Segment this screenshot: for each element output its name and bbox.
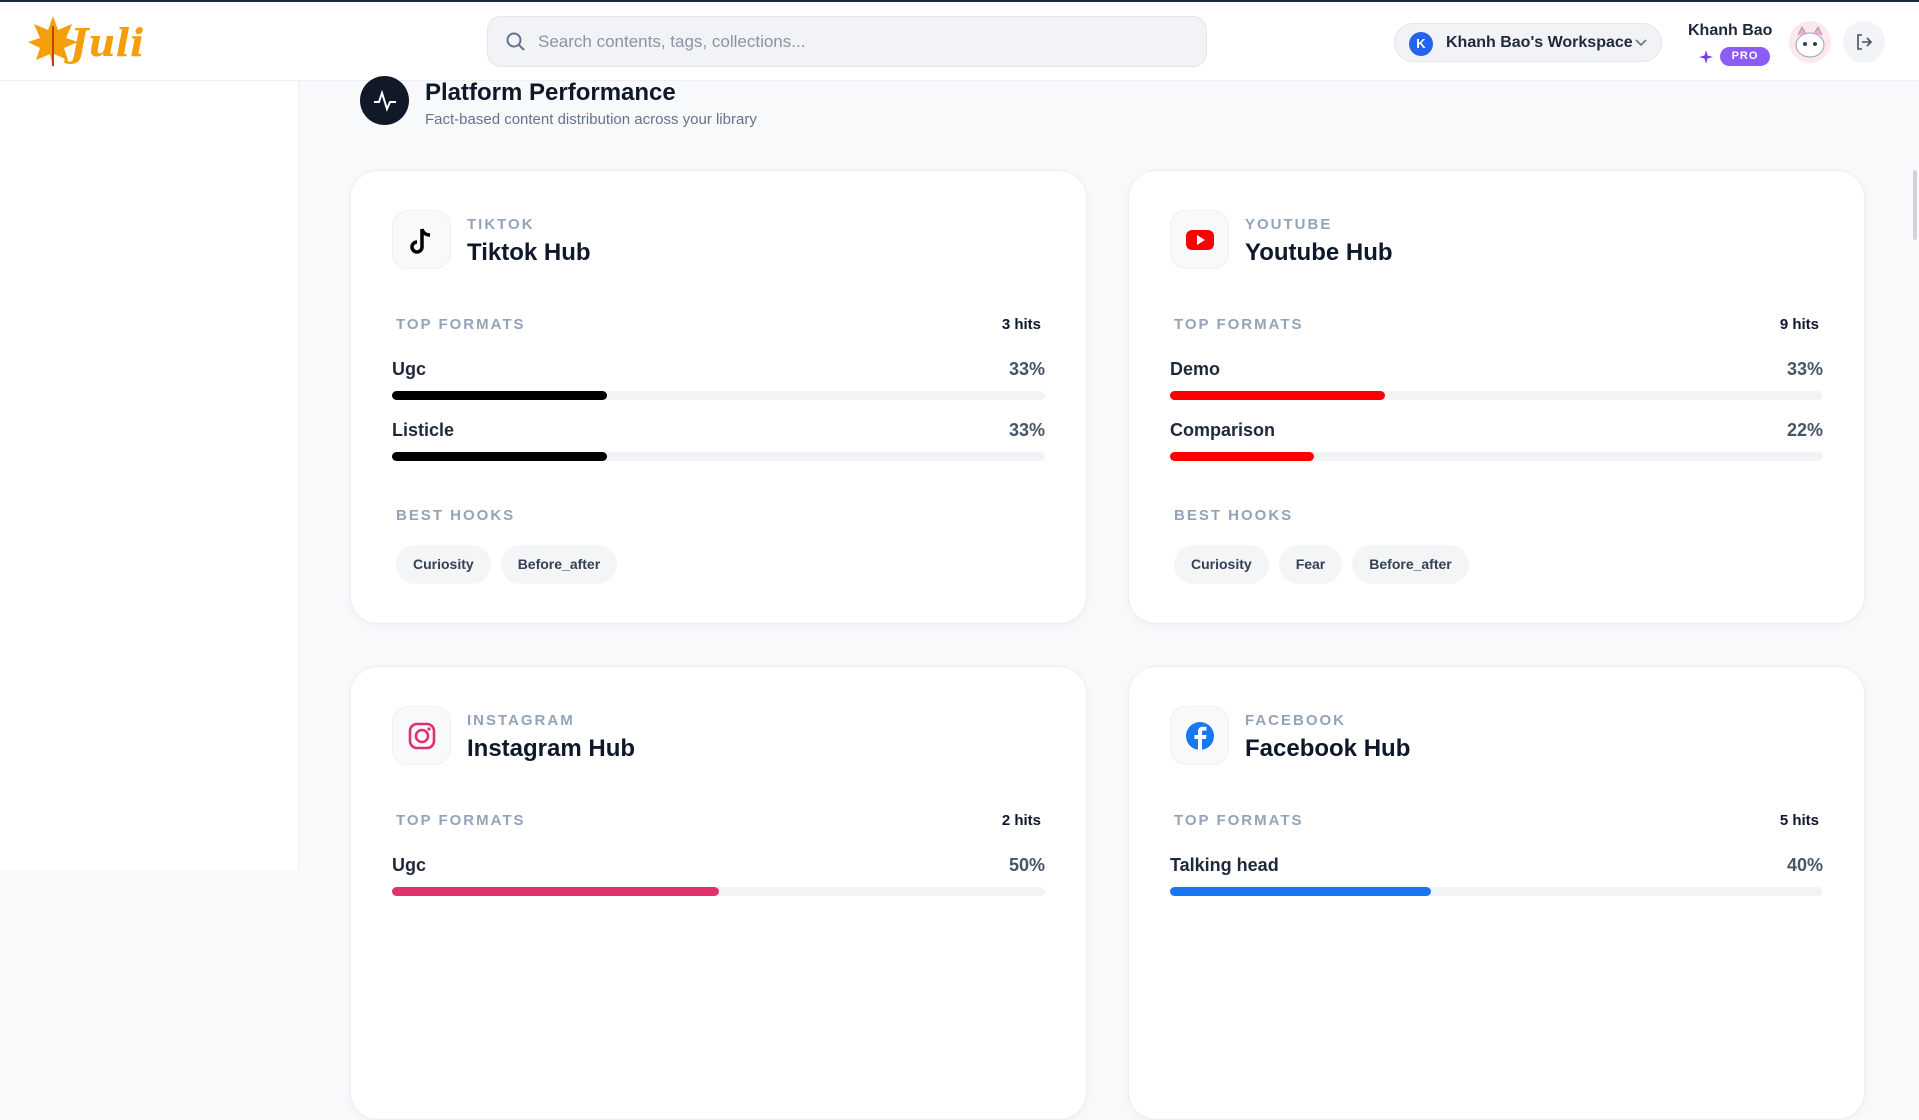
avatar-art: [1795, 25, 1825, 58]
format-share: 22%: [1786, 420, 1823, 440]
logo-leaf: [28, 16, 78, 68]
hooks-label: BEST HOOKS: [1174, 507, 1294, 524]
logout-button[interactable]: [1843, 21, 1885, 63]
brand-logo: [408, 722, 436, 750]
hook-chip: Fear: [1278, 545, 1343, 584]
user-avatar[interactable]: [1789, 21, 1831, 63]
workspace-name: Khanh Bao's Workspace: [1446, 34, 1633, 51]
brand-logo: [1186, 230, 1214, 250]
top-bar: Juli Search contents, tags, collections.…: [0, 0, 1919, 81]
section-icon: [360, 76, 409, 125]
platform-label: TIKTOK: [467, 216, 535, 233]
share-track: [392, 391, 1045, 400]
formats-label: TOP FORMATS: [1174, 316, 1304, 333]
user-name: Khanh Bao: [1688, 22, 1773, 39]
share-track: [392, 452, 1045, 461]
platform-label: FACEBOOK: [1245, 712, 1347, 729]
format-name: Listicle: [392, 420, 455, 440]
hooks-label: BEST HOOKS: [396, 507, 516, 524]
hook-list: Curiosity Fear Before_after: [1174, 545, 1479, 584]
formats-label: TOP FORMATS: [396, 812, 526, 829]
section-subtitle: Fact-based content distribution across y…: [425, 111, 757, 128]
search-placeholder: Search contents, tags, collections...: [538, 32, 806, 51]
scrollbar: [1913, 170, 1917, 240]
hits-count: 5 hits: [1779, 812, 1819, 829]
formats-label: TOP FORMATS: [396, 316, 526, 333]
sparkle-icon: [1699, 50, 1713, 64]
share-bar: [1170, 391, 1386, 400]
platform-label: YOUTUBE: [1245, 216, 1333, 233]
format-name: Talking head: [1170, 855, 1279, 875]
share-track: [1170, 452, 1823, 461]
format-name: Ugc: [392, 359, 427, 379]
format-name: Demo: [1170, 359, 1221, 379]
share-track: [1170, 887, 1823, 896]
pro-badge: PRO: [1720, 47, 1770, 66]
format-name: Ugc: [392, 855, 427, 875]
hook-chip: Before_after: [500, 545, 618, 584]
hook-chip: Curiosity: [396, 545, 491, 584]
formats-label: TOP FORMATS: [1174, 812, 1304, 829]
pulse-icon: [374, 89, 396, 112]
hook-chip: Before_after: [1352, 545, 1469, 584]
format-share: 50%: [1008, 855, 1045, 875]
workspace-avatar: K: [1409, 32, 1433, 56]
platform-card: FACEBOOK Facebook Hub TOP FORMATS 5 hits Tal…: [1128, 666, 1865, 1120]
logout-icon: [1857, 34, 1873, 50]
hits-count: 3 hits: [1001, 316, 1041, 333]
hub-title: Instagram Hub: [467, 735, 636, 762]
workspace-switcher[interactable]: K Khanh Bao's Workspace: [1394, 23, 1662, 62]
platform-card: YOUTUBE Youtube Hub TOP FORMATS 9 hits Demo 3…: [1128, 170, 1865, 624]
chevron: [1635, 39, 1647, 47]
share-bar: [1170, 452, 1314, 461]
platform-icon: [1170, 706, 1229, 765]
platform-label: INSTAGRAM: [467, 712, 575, 729]
hub-title: Tiktok Hub: [467, 239, 591, 266]
share-bar: [392, 452, 608, 461]
hook-list: Curiosity Before_after: [396, 545, 627, 584]
hits-count: 2 hits: [1001, 812, 1041, 829]
search-box[interactable]: Search contents, tags, collections...: [487, 16, 1207, 67]
brand-logo: [1186, 722, 1214, 750]
logo-text: Juli: [70, 20, 145, 65]
share-bar: [1170, 887, 1432, 896]
platform-icon: [1170, 210, 1229, 269]
brand-logo: [410, 228, 431, 254]
format-share: 33%: [1008, 359, 1045, 379]
share-bar: [392, 391, 608, 400]
hits-count: 9 hits: [1779, 316, 1819, 333]
share-track: [1170, 391, 1823, 400]
search-icon: [506, 32, 525, 51]
hub-title: Facebook Hub: [1245, 735, 1411, 762]
format-share: 40%: [1786, 855, 1823, 875]
hook-chip: Curiosity: [1174, 545, 1269, 584]
format-name: Comparison: [1170, 420, 1276, 440]
platform-icon: [392, 706, 451, 765]
section-title: Platform Performance: [425, 79, 676, 106]
format-share: 33%: [1008, 420, 1045, 440]
sidebar: [0, 81, 299, 870]
platform-card: TIKTOK Tiktok Hub TOP FORMATS 3 hits Ugc 33% L…: [350, 170, 1087, 624]
platform-card: INSTAGRAM Instagram Hub TOP FORMATS 2 hits U…: [350, 666, 1087, 1120]
share-bar: [392, 887, 719, 896]
format-share: 33%: [1786, 359, 1823, 379]
share-track: [392, 887, 1045, 896]
hub-title: Youtube Hub: [1245, 239, 1393, 266]
platform-icon: [392, 210, 451, 269]
